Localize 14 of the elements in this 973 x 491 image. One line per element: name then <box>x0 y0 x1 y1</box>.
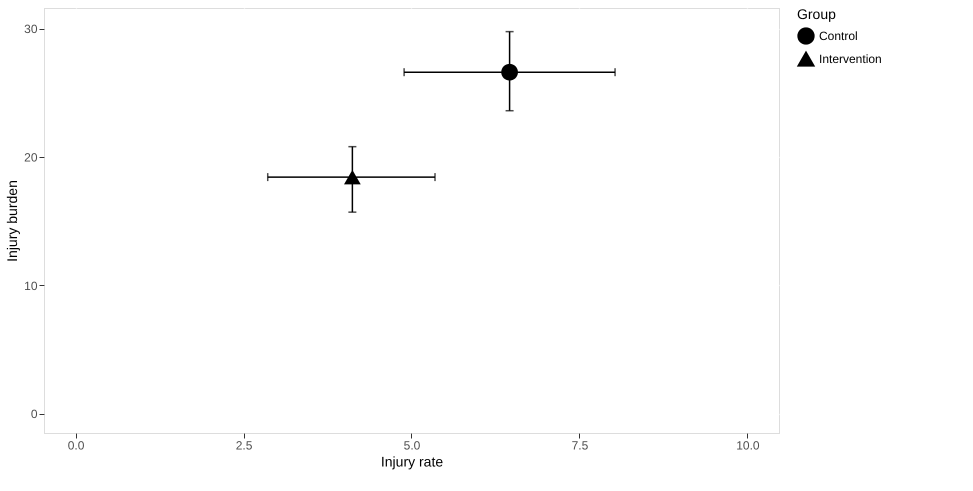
x-tick-label: 10.0 <box>736 438 760 452</box>
x-tick-label: 2.5 <box>236 438 253 452</box>
legend-label: Control <box>819 29 858 43</box>
x-tick-label: 5.0 <box>404 438 421 452</box>
y-tick-label: 10 <box>24 278 38 293</box>
y-axis-title: Injury burden <box>4 180 20 262</box>
x-tick-label: 0.0 <box>68 438 85 452</box>
x-axis-title: Injury rate <box>380 454 444 470</box>
legend-label: Intervention <box>819 52 882 66</box>
x-tick-label: 7.5 <box>572 438 589 452</box>
y-tick-label: 30 <box>24 22 38 36</box>
y-tick-label: 20 <box>24 150 38 164</box>
y-tick-label: 0 <box>30 407 38 422</box>
legend-title: Group <box>797 6 836 22</box>
